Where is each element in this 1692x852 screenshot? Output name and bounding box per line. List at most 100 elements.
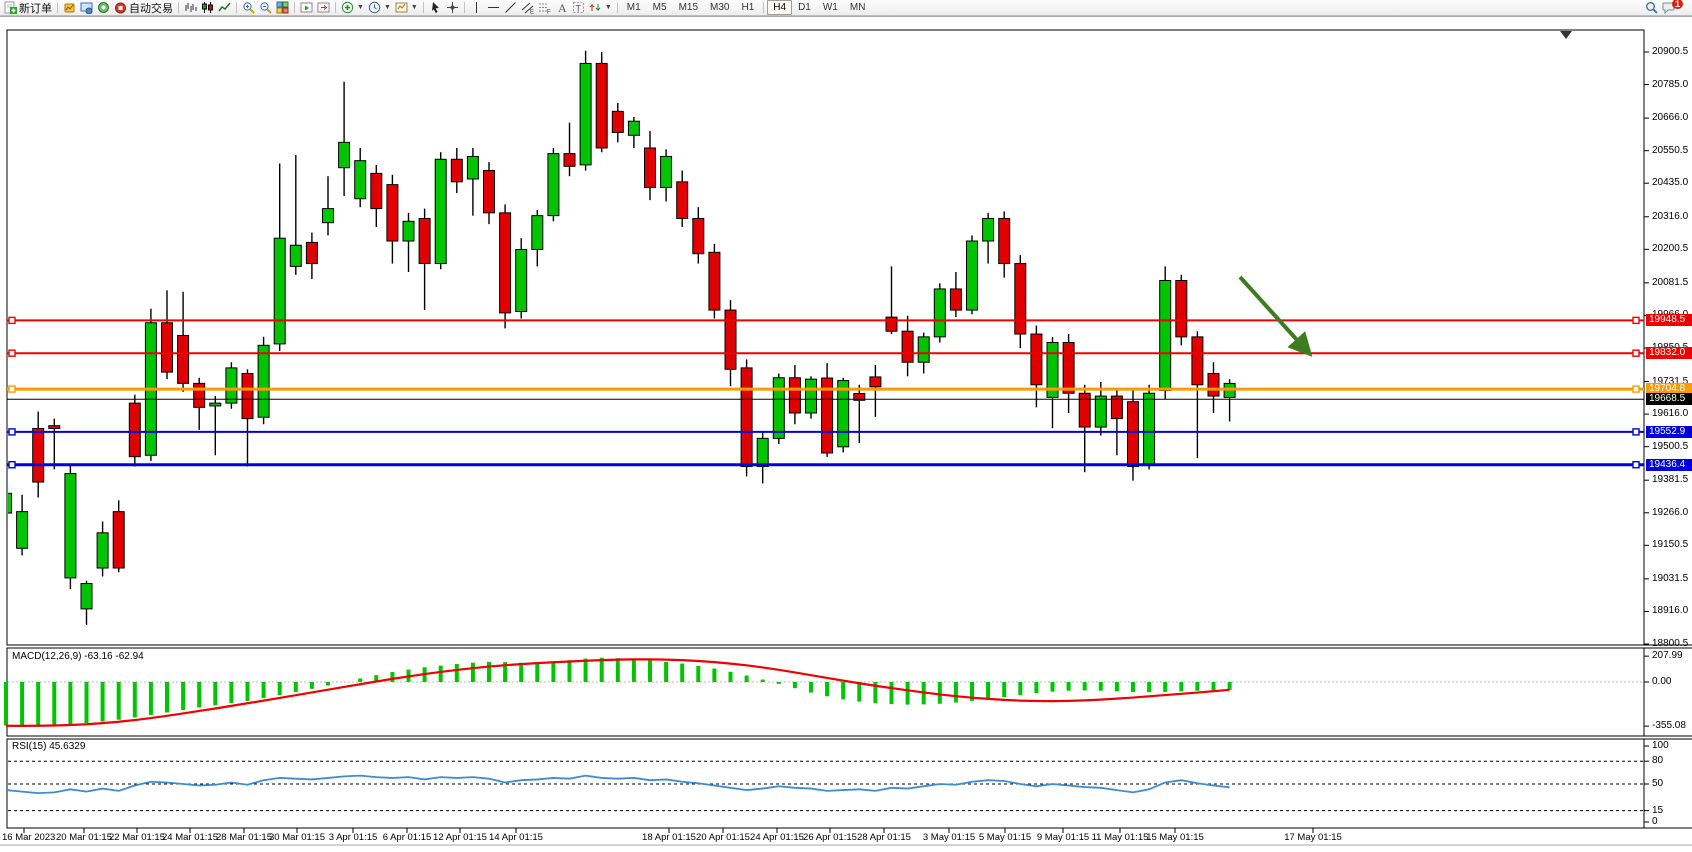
timeframe-button-mn[interactable]: MN [849,2,866,13]
zoom-in-button[interactable] [240,1,257,15]
trend-arrow-annotation[interactable] [1238,275,1313,357]
candle-down [48,425,61,429]
toolbar-button-label: 新订单 [19,2,52,15]
candle-up [434,158,447,265]
bar-chart-button[interactable] [182,1,199,15]
toolbar-separator [294,2,295,13]
equidistant-channel-button[interactable]: E [519,1,536,15]
candle-down [901,330,914,363]
timeframe-button-m1[interactable]: M1 [626,2,641,13]
candle-down [193,382,206,408]
line-handle[interactable] [8,316,16,325]
chart-shift-marker[interactable] [1560,31,1572,39]
candle-down [1062,342,1075,394]
chart-window-icon [64,3,75,13]
candle-down [483,170,495,214]
candle-down [1127,401,1139,468]
candle-down [998,217,1011,265]
timeframe-button-w1[interactable]: W1 [822,2,838,13]
equidistant-channel-icon: E [521,2,534,14]
text-button[interactable]: A [553,1,570,15]
indicators-icon [341,1,354,14]
line-handle[interactable] [8,349,16,357]
text-label-button[interactable]: T [570,1,587,15]
new-order-button[interactable]: 新订单 [2,1,54,15]
line-handle[interactable] [8,385,16,393]
candle-up [982,217,995,242]
candle-up [966,240,978,311]
dropdown-caret-icon[interactable]: ▼ [383,4,391,11]
toolbar-separator [236,2,237,13]
market-watch-button[interactable] [78,1,95,15]
tile-windows-button[interactable] [274,1,291,15]
search-icon [1645,2,1658,14]
cursor-button[interactable] [427,1,444,15]
crosshair-button[interactable] [444,1,461,15]
data-window-button[interactable] [95,1,112,15]
text-icon: A [558,1,567,14]
line-handle[interactable] [1632,428,1640,436]
candle-down [692,217,705,255]
dropdown-caret-icon[interactable]: ▼ [410,4,418,11]
line-handle[interactable] [1632,316,1640,325]
candle-up [547,153,560,217]
chart-shift-icon [317,2,330,13]
timeframe-button-h1[interactable]: H1 [741,2,755,13]
candle-up [402,220,415,242]
periods-button[interactable]: ▼ [366,1,393,15]
candle-down [161,322,173,373]
candle-up [772,377,785,439]
candle-up [466,155,479,180]
data-window-icon [98,2,109,13]
chat-button[interactable]: 1 [1660,0,1690,15]
chart-window-button[interactable] [61,1,78,15]
search-button[interactable] [1643,1,1660,15]
candle-up [338,141,351,169]
vertical-line-icon [475,2,477,13]
auto-scroll-button[interactable] [298,1,315,15]
line-handle[interactable] [1632,349,1640,357]
candles-group [8,50,1236,625]
candle-down [370,172,383,210]
line-handle[interactable] [8,461,16,469]
timeframe-button-d1[interactable]: D1 [798,2,811,13]
rsi-line [5,774,1230,795]
autotrading-button[interactable]: 自动交易 [112,1,175,15]
svg-text:T: T [575,4,581,14]
line-chart-button[interactable] [216,1,233,15]
candle-up [1159,279,1172,391]
line-handle[interactable] [1632,461,1640,469]
line-handle[interactable] [1632,385,1640,393]
candle-down [563,153,576,167]
indicators-button[interactable]: ▼ [339,1,366,15]
candle-up [933,288,946,338]
candle-down [1078,392,1091,428]
chart-shift-button[interactable] [315,1,332,15]
dropdown-caret-icon[interactable]: ▼ [604,4,612,11]
arrows-button[interactable]: ▼ [587,1,614,15]
vertical-line-button[interactable] [468,1,485,15]
timeframe-button-h4[interactable]: H4 [767,0,793,15]
candle-down [450,158,463,183]
candle-up [354,160,367,200]
toolbar-separator [763,2,765,13]
timeframe-button-m15[interactable]: M15 [678,2,699,13]
candle-up [1094,395,1107,428]
timeframe-button-m30[interactable]: M30 [710,2,730,13]
horizontal-line-button[interactable] [485,1,502,15]
dropdown-caret-icon[interactable]: ▼ [357,4,364,11]
timeframe-button-m5[interactable]: M5 [652,2,667,13]
macd-signal-line [5,658,1230,727]
trendline-button[interactable] [502,1,519,15]
candle-up [322,208,334,224]
line-handle[interactable] [8,428,16,436]
candle-down [241,373,254,420]
zoom-out-button[interactable] [257,1,274,15]
candlestick-chart-icon [202,2,213,13]
candlestick-chart-button[interactable] [199,1,216,15]
auto-scroll-icon [300,2,313,13]
fibonacci-button[interactable]: F [536,1,553,15]
main-pane-frame [6,29,1645,646]
templates-button[interactable]: ▼ [393,1,420,15]
